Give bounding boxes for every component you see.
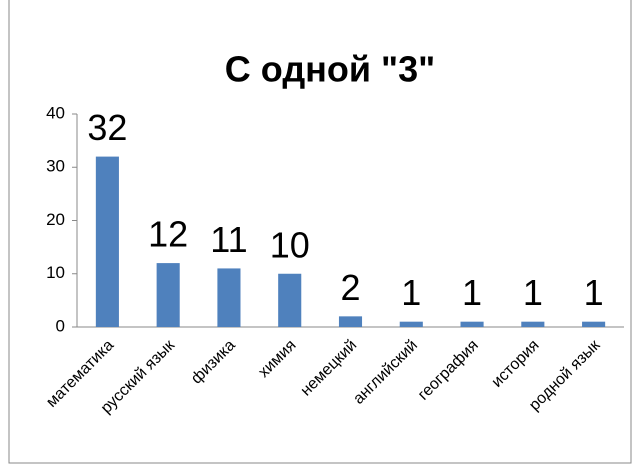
chart-title: С одной "3" — [225, 49, 435, 90]
data-label: 32 — [87, 107, 127, 148]
bar — [338, 316, 363, 327]
y-tick-label: 40 — [46, 103, 65, 122]
data-label: 1 — [401, 272, 421, 313]
data-label: 1 — [462, 272, 482, 313]
y-tick-label: 10 — [46, 263, 65, 282]
bar — [156, 263, 180, 327]
data-label: 1 — [584, 272, 604, 313]
data-label: 10 — [270, 224, 310, 265]
bar — [399, 321, 423, 327]
data-label: 1 — [523, 272, 543, 313]
bar — [95, 156, 119, 327]
y-tick-label: 20 — [46, 210, 65, 229]
data-label: 12 — [148, 214, 188, 255]
bar — [217, 268, 241, 327]
y-tick-label: 30 — [46, 157, 65, 176]
bar — [582, 321, 606, 327]
bar — [278, 273, 302, 327]
data-label: 2 — [340, 267, 360, 308]
data-label: 11 — [210, 219, 247, 260]
bar — [521, 321, 545, 327]
y-tick-label: 0 — [56, 316, 65, 335]
bar — [460, 321, 484, 327]
